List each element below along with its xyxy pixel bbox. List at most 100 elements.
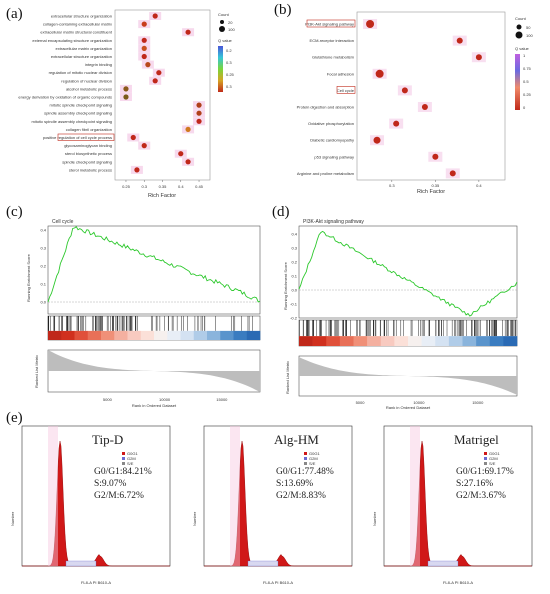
panel-a-term-label: alcohol metabolic process xyxy=(66,86,112,91)
panel-a-term-label: extracellular structure organization xyxy=(51,14,112,19)
flow-y-label: Number xyxy=(192,511,197,526)
panel-d-letter: (d) xyxy=(272,204,290,220)
panel-c-rank-heatbar xyxy=(48,330,261,340)
panel-b-bubble xyxy=(456,37,463,44)
panel-a-term-label: mitotic spindle assembly checkpoint sign… xyxy=(32,119,112,124)
flow-legend-swatch xyxy=(484,462,487,465)
panel-a-term-label: glycosaminoglycan binding xyxy=(64,143,112,148)
panel-a-bubble xyxy=(141,21,147,27)
panel-c-es-curve xyxy=(47,226,261,303)
panel-a-bubble-chart: extracellular structure organization coll… xyxy=(18,9,235,199)
d-y-tick: 0.4 xyxy=(291,232,297,237)
panel-c-y-label-top: Running Enrichment Score xyxy=(26,253,31,302)
flow-y-label: Number xyxy=(372,511,377,526)
panel-a-legend-count-small-label: 20 xyxy=(228,20,233,25)
panel-b-q-tick: 0.25 xyxy=(523,92,532,97)
panel-c-gsea-plot: Cell cycle 0.4 0.3 0.2 0.1 0.0 Running Enric… xyxy=(26,219,261,408)
panel-b-term-label: Protein digestion and absorption xyxy=(297,105,354,110)
flow-y-label: Number xyxy=(10,511,15,526)
panel-d-y-ticks: 0.4 0.3 0.2 0.1 0.0 -0.1 -0.2 xyxy=(290,232,298,321)
panel-b-legend-q-colorbar xyxy=(515,54,520,110)
panel-c-gene-hits xyxy=(47,316,253,331)
panel-a-bubble xyxy=(141,37,147,43)
panel-a-q-tick: 0.25 xyxy=(226,72,235,77)
panel-b-legend-count-small-label: 50 xyxy=(526,25,531,30)
panel-a-bubble xyxy=(134,167,140,173)
flow-legend-label: G2M xyxy=(127,456,136,461)
panel-a-legend-q-title: Q value xyxy=(218,38,233,43)
panel-a-x-tick: 0.4 xyxy=(178,184,184,189)
flow-haze xyxy=(230,426,240,566)
d-y-tick: 0.3 xyxy=(291,246,297,251)
flow-histogram-fill xyxy=(384,440,532,567)
panel-d-x-label: Rank in Ordered Dataset xyxy=(386,405,431,410)
flow-s: S:27.16% xyxy=(456,479,493,489)
flow-x-label: FL8-A PI B610-A xyxy=(443,580,473,585)
panel-d-title: PI3K-Akt signaling pathway xyxy=(303,219,364,225)
flow-haze xyxy=(48,426,58,566)
flow-legend-swatch xyxy=(304,452,307,455)
panel-a-x-tick: 0.25 xyxy=(122,184,131,189)
panel-a-bubble xyxy=(123,86,129,92)
panel-d-es-area xyxy=(298,225,518,319)
panel-a-term-label: sterol metabolic process xyxy=(69,167,112,172)
flow-legend-swatch xyxy=(484,452,487,455)
panel-b-x-label: Rich Factor xyxy=(417,189,445,195)
panel-b-letter: (b) xyxy=(274,2,292,18)
panel-a-bubble xyxy=(152,13,158,19)
panel-b-bubble xyxy=(475,54,482,61)
panel-c-letter: (c) xyxy=(6,204,23,220)
panel-a-legend-q-ticks: 0.2 0.3 0.25 0.3 xyxy=(226,48,235,89)
flow-haze xyxy=(410,426,420,566)
panel-a-letter: (a) xyxy=(6,6,23,22)
panel-a-term-label: extracellular matrix structural constitu… xyxy=(40,30,112,35)
c-x-tick: 15000 xyxy=(216,397,228,402)
c-y-tick: 0.4 xyxy=(40,228,46,233)
panel-a-term-label: extracellular structure organization xyxy=(51,54,112,59)
flow-s: S:13.69% xyxy=(276,479,313,489)
flow-s-phase xyxy=(427,560,459,567)
panel-b-q-tick: 0.75 xyxy=(523,66,532,71)
flow-s: S:9.07% xyxy=(94,479,127,489)
panel-b-bubbles xyxy=(363,19,486,179)
panel-b-bubble xyxy=(449,170,456,177)
panel-a-legend-count-large xyxy=(219,26,225,32)
panel-b-term-label: Focal adhesion xyxy=(327,71,354,76)
panel-a-term-label: integrin binding xyxy=(85,62,112,67)
panel-a-legend-count-large-label: 100 xyxy=(228,27,235,32)
flow-legend-swatch xyxy=(122,452,125,455)
panel-b-x-tick: 0.4 xyxy=(476,183,482,188)
flow-g0g1: G0/G1:77.48% xyxy=(276,467,334,477)
flow-histogram-fill xyxy=(204,440,352,567)
panel-b-x-tick: 0.3 xyxy=(389,183,395,188)
panel-b-bubble xyxy=(366,20,375,28)
panel-a-x-tick: 0.35 xyxy=(159,184,168,189)
flow-legend-label: S/E xyxy=(309,461,316,466)
panel-b-bubble xyxy=(373,136,381,144)
panel-b-bubble xyxy=(432,153,439,160)
panel-a-bubble xyxy=(185,159,191,165)
panel-b-plot-area xyxy=(356,11,506,181)
panel-d-y-label-top: Running Enrichment Score xyxy=(283,261,288,310)
panel-b-bubble xyxy=(421,104,428,110)
flow-plot-area xyxy=(203,425,353,567)
flow-g0g1: G0/G1:69.17% xyxy=(456,467,514,477)
panel-d-y-label-bottom: Ranked List Metric xyxy=(285,361,290,394)
flow-legend-label: S/E xyxy=(127,461,134,466)
panel-a-term-label: extracellular matrix organization xyxy=(56,46,112,51)
flow-title: Tip-D xyxy=(92,432,123,447)
flow-s-phase xyxy=(247,560,279,567)
panel-a-legend-count-title: Count xyxy=(218,12,230,17)
d-x-tick: 5000 xyxy=(356,400,366,405)
d-y-tick: -0.1 xyxy=(290,302,298,307)
panel-b-legend-count-large xyxy=(515,31,523,39)
c-y-tick: 0.2 xyxy=(40,264,46,269)
panel-a-q-tick: 0.3 xyxy=(226,60,232,65)
panel-d-gsea-plot: PI3K-Akt signaling pathway 0.40.30.20.10… xyxy=(283,219,518,410)
panel-a-legend-count-small xyxy=(220,20,224,24)
panel-a-term-label: external encapsulating structure organiz… xyxy=(32,38,112,43)
c-x-tick: 5000 xyxy=(103,397,113,402)
flow-histogram-fill xyxy=(22,440,170,567)
panel-b-xticks: 0.3 0.35 0.4 xyxy=(389,180,482,188)
panel-a-bubble xyxy=(141,53,147,60)
